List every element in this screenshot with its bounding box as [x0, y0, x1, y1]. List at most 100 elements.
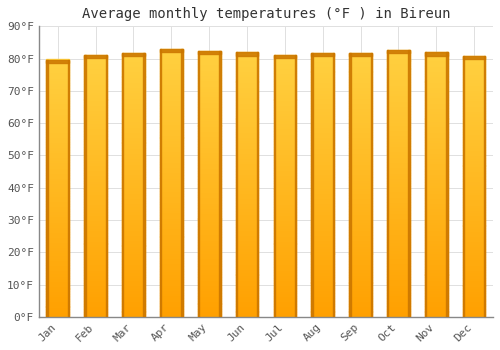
Bar: [387, 111, 410, 114]
Bar: [160, 156, 182, 159]
Bar: [122, 142, 145, 145]
Bar: [84, 71, 107, 74]
Bar: [160, 154, 182, 156]
Bar: [236, 193, 258, 195]
Bar: [349, 214, 372, 217]
Bar: [198, 144, 220, 147]
Bar: [312, 79, 334, 82]
Bar: [84, 89, 107, 92]
Bar: [160, 146, 182, 148]
Bar: [160, 105, 182, 108]
Bar: [122, 100, 145, 103]
Bar: [312, 224, 334, 227]
Bar: [122, 301, 145, 303]
Bar: [160, 49, 182, 52]
Bar: [463, 111, 485, 113]
Bar: [84, 60, 107, 63]
Bar: [122, 288, 145, 290]
Bar: [122, 209, 145, 211]
Bar: [46, 75, 69, 78]
Bar: [122, 169, 145, 171]
Bar: [198, 303, 220, 306]
Bar: [160, 258, 182, 261]
Bar: [463, 85, 485, 87]
Bar: [274, 196, 296, 199]
Bar: [312, 230, 334, 232]
Bar: [425, 219, 448, 222]
Bar: [463, 267, 485, 270]
Bar: [84, 97, 107, 99]
Bar: [84, 165, 107, 168]
Bar: [463, 124, 485, 126]
Bar: [387, 63, 410, 66]
Bar: [274, 55, 275, 317]
Bar: [236, 172, 258, 174]
Bar: [236, 97, 258, 100]
Bar: [463, 72, 485, 74]
Bar: [46, 132, 69, 134]
Bar: [274, 149, 296, 152]
Bar: [84, 144, 107, 147]
Bar: [46, 247, 69, 250]
Bar: [84, 257, 107, 259]
Bar: [160, 298, 182, 301]
Bar: [236, 132, 258, 134]
Bar: [46, 263, 69, 265]
Bar: [274, 280, 296, 283]
Bar: [463, 210, 485, 212]
Bar: [274, 209, 296, 212]
Bar: [46, 193, 69, 196]
Bar: [160, 293, 182, 295]
Bar: [312, 82, 334, 85]
Bar: [463, 145, 485, 147]
Bar: [160, 140, 182, 143]
Bar: [463, 160, 485, 163]
Bar: [46, 304, 69, 307]
Bar: [425, 84, 448, 87]
Bar: [387, 290, 410, 293]
Bar: [274, 304, 296, 306]
Bar: [295, 55, 296, 317]
Bar: [198, 290, 220, 293]
Bar: [332, 53, 334, 317]
Bar: [274, 267, 296, 270]
Bar: [122, 224, 145, 227]
Bar: [160, 52, 182, 55]
Bar: [46, 250, 69, 252]
Bar: [349, 64, 372, 66]
Bar: [312, 95, 334, 98]
Bar: [236, 169, 258, 172]
Bar: [46, 134, 69, 137]
Bar: [122, 309, 145, 312]
Bar: [84, 251, 107, 254]
Bar: [236, 145, 258, 148]
Bar: [236, 288, 258, 290]
Bar: [463, 194, 485, 197]
Bar: [387, 52, 410, 55]
Bar: [274, 92, 296, 94]
Bar: [274, 60, 296, 63]
Bar: [274, 94, 296, 97]
Bar: [274, 173, 296, 175]
Bar: [274, 76, 296, 78]
Bar: [122, 285, 145, 288]
Bar: [463, 275, 485, 278]
Bar: [463, 58, 485, 61]
Bar: [463, 184, 485, 187]
Bar: [387, 282, 410, 285]
Bar: [349, 261, 372, 264]
Bar: [463, 139, 485, 142]
Bar: [274, 102, 296, 105]
Bar: [349, 272, 372, 275]
Bar: [160, 285, 182, 287]
Bar: [46, 242, 69, 245]
Bar: [122, 69, 145, 71]
Bar: [236, 312, 258, 314]
Bar: [463, 309, 485, 312]
Bar: [349, 182, 372, 185]
Bar: [236, 187, 258, 190]
Bar: [198, 51, 220, 54]
Bar: [312, 124, 334, 127]
Bar: [84, 78, 107, 81]
Bar: [463, 92, 485, 95]
